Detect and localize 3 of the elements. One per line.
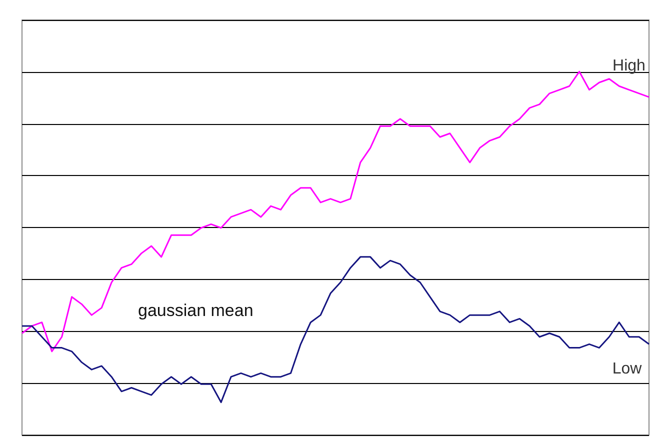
series-label: Low: [612, 360, 642, 378]
annotation: gaussian mean: [138, 301, 254, 320]
series-label: High: [612, 58, 646, 75]
